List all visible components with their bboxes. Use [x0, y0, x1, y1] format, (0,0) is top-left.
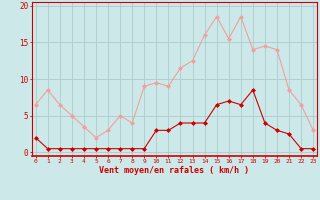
X-axis label: Vent moyen/en rafales ( km/h ): Vent moyen/en rafales ( km/h ) [100, 166, 249, 175]
